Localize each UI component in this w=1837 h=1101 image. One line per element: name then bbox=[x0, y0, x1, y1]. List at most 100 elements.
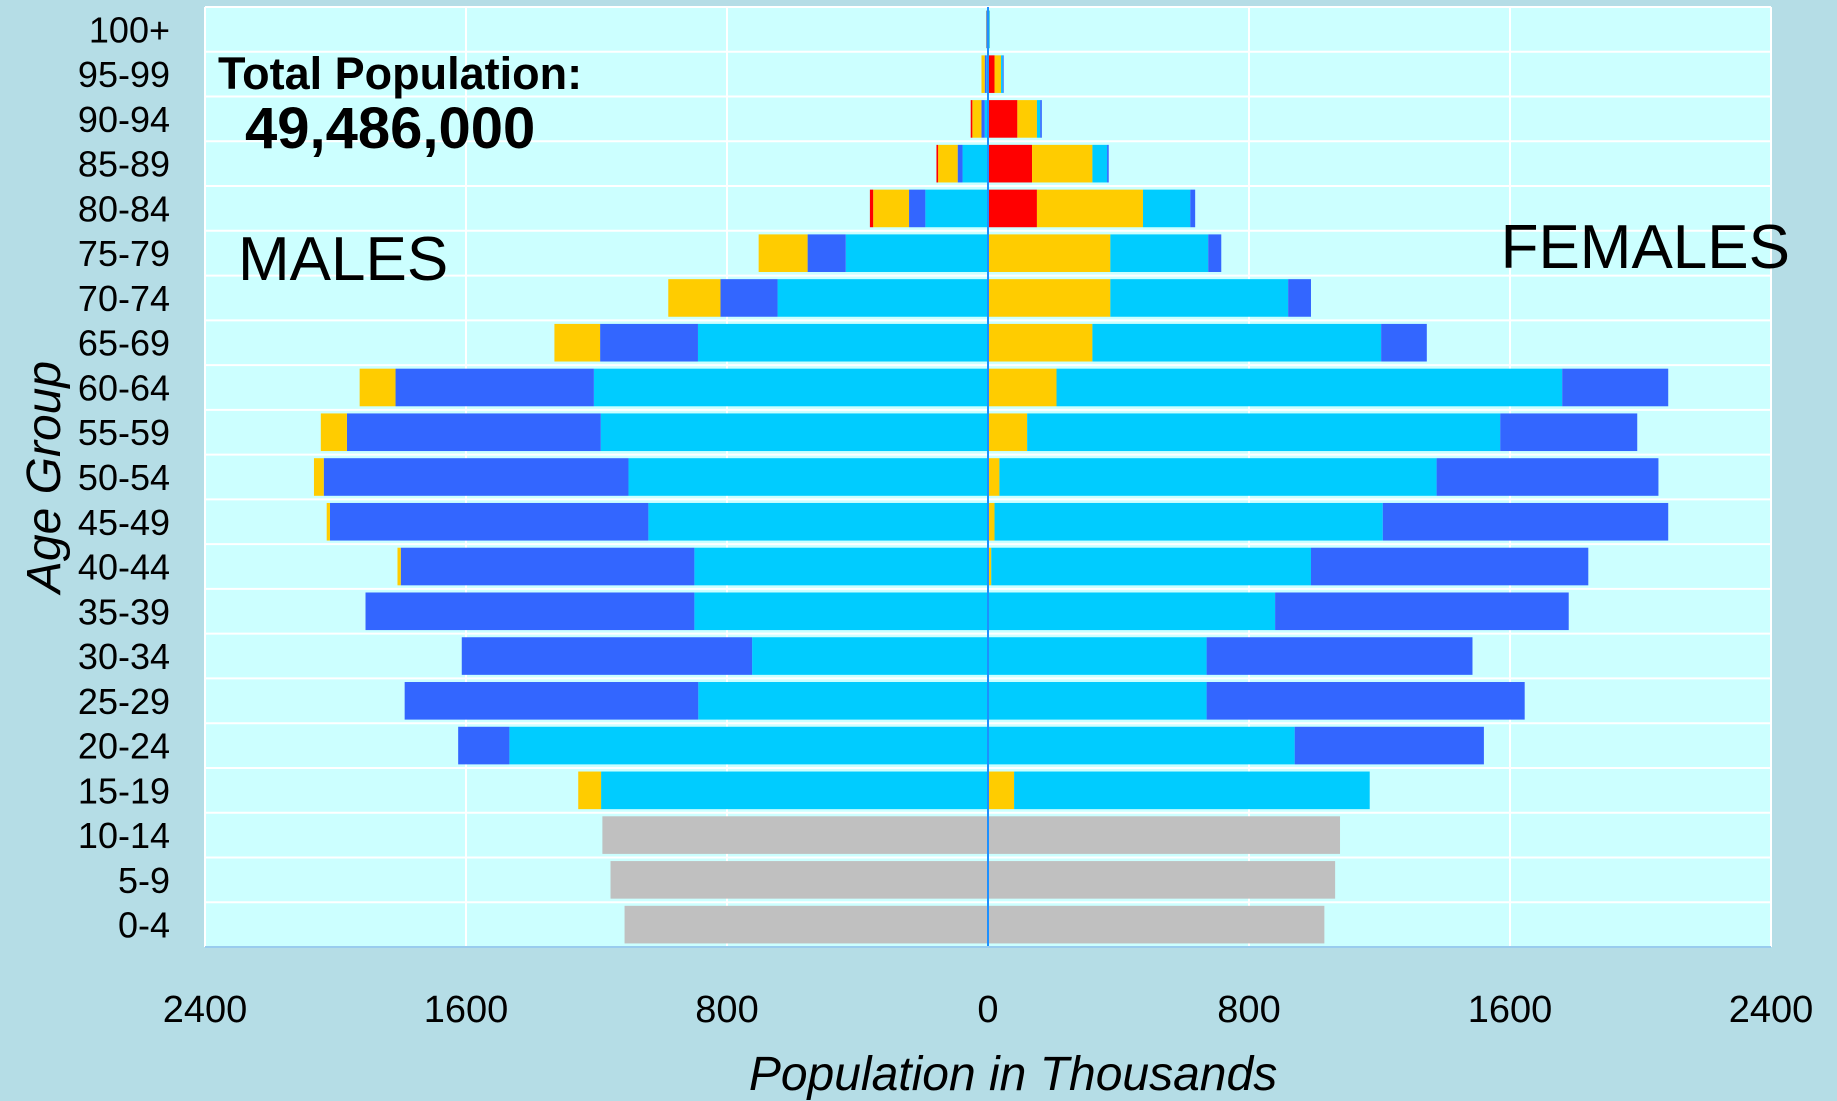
male-bar-30-34-seg-1 bbox=[752, 637, 988, 675]
male-bar-65-69-seg-3 bbox=[554, 323, 601, 362]
male-bar-80-84-seg-1 bbox=[925, 189, 988, 228]
female-bar-10-14-seg-0 bbox=[988, 816, 1341, 854]
y-tick-label-100+: 100+ bbox=[89, 9, 170, 50]
male-bar-70-74-seg-3 bbox=[668, 279, 721, 317]
male-bar-50-54-seg-2 bbox=[323, 458, 629, 496]
female-bar-50-54-seg-2 bbox=[988, 458, 1000, 496]
male-bar-80-84-seg-4 bbox=[869, 189, 874, 228]
male-bar-90-94-seg-4 bbox=[970, 100, 973, 138]
male-bar-85-89-seg-2 bbox=[957, 144, 963, 183]
x-tick-label-6: 2400 bbox=[1729, 989, 1814, 1031]
female-bar-40-44-seg-4 bbox=[1310, 547, 1589, 586]
y-tick-label-35-39: 35-39 bbox=[78, 591, 170, 632]
y-tick-label-10-14: 10-14 bbox=[78, 815, 170, 856]
male-bar-90-94-seg-2 bbox=[981, 100, 985, 138]
female-bar-45-49-seg-4 bbox=[1382, 502, 1669, 541]
male-bar-55-59-seg-3 bbox=[320, 413, 347, 452]
female-bar-25-29-seg-4 bbox=[1206, 682, 1525, 720]
female-bar-30-34-seg-3 bbox=[988, 637, 1207, 675]
bars bbox=[313, 10, 1669, 944]
y-tick-label-55-59: 55-59 bbox=[78, 412, 170, 453]
y-tick-label-65-69: 65-69 bbox=[78, 323, 170, 364]
y-tick-label-0-4: 0-4 bbox=[118, 905, 170, 946]
y-tick-label-75-79: 75-79 bbox=[78, 233, 170, 274]
male-bar-75-79-seg-2 bbox=[807, 234, 846, 272]
male-bar-60-64-seg-2 bbox=[395, 368, 594, 407]
female-bar-40-44-seg-3 bbox=[991, 547, 1311, 586]
female-bar-40-44-seg-2 bbox=[988, 547, 992, 586]
y-tick-label-85-89: 85-89 bbox=[78, 144, 170, 185]
male-bar-90-94-seg-3 bbox=[972, 100, 982, 138]
female-bar-55-59-seg-4 bbox=[1500, 413, 1638, 452]
female-bar-70-74-seg-4 bbox=[1288, 279, 1311, 317]
y-tick-label-60-64: 60-64 bbox=[78, 367, 170, 408]
female-bar-70-74-seg-3 bbox=[1110, 279, 1289, 317]
male-bar-40-44-seg-2 bbox=[400, 547, 695, 586]
female-bar-80-84-seg-2 bbox=[1036, 189, 1143, 228]
female-bar-85-89-seg-1 bbox=[988, 144, 1033, 183]
female-bar-65-69-seg-2 bbox=[988, 323, 1093, 362]
female-bar-25-29-seg-3 bbox=[988, 682, 1207, 720]
female-bar-75-79-seg-4 bbox=[1208, 234, 1222, 272]
y-tick-label-80-84: 80-84 bbox=[78, 188, 170, 229]
x-axis-title: Population in Thousands bbox=[749, 1048, 1277, 1101]
y-tick-label-30-34: 30-34 bbox=[78, 636, 170, 677]
x-tick-label-1: 1600 bbox=[424, 989, 509, 1031]
total-population-label: Total Population: bbox=[218, 48, 582, 99]
male-bar-65-69-seg-2 bbox=[600, 323, 698, 362]
x-tick-label-3: 0 bbox=[977, 989, 998, 1031]
female-bar-90-94-seg-4 bbox=[1040, 100, 1042, 138]
female-bar-65-69-seg-3 bbox=[1092, 323, 1382, 362]
y-tick-label-20-24: 20-24 bbox=[78, 726, 170, 767]
female-bar-95-99-seg-2 bbox=[994, 55, 1002, 93]
female-bar-80-84-seg-4 bbox=[1190, 189, 1196, 228]
male-bar-0-4-seg-0 bbox=[624, 905, 988, 944]
male-bar-40-44-seg-3 bbox=[397, 547, 401, 586]
female-bar-55-59-seg-3 bbox=[1027, 413, 1501, 452]
female-bar-60-64-seg-2 bbox=[988, 368, 1057, 407]
female-bar-30-34-seg-4 bbox=[1206, 637, 1473, 675]
male-bar-25-29-seg-2 bbox=[404, 682, 699, 720]
x-tick-label-2: 800 bbox=[695, 989, 758, 1031]
male-bar-60-64-seg-3 bbox=[359, 368, 396, 407]
y-tick-label-90-94: 90-94 bbox=[78, 99, 170, 140]
male-bar-80-84-seg-3 bbox=[873, 189, 910, 228]
y-tick-label-15-19: 15-19 bbox=[78, 770, 170, 811]
male-bar-50-54-seg-1 bbox=[628, 458, 988, 496]
male-bar-20-24-seg-2 bbox=[458, 726, 510, 765]
male-bar-45-49-seg-1 bbox=[648, 502, 988, 541]
female-bar-95-99-seg-3 bbox=[1001, 55, 1003, 93]
male-bar-85-89-seg-4 bbox=[936, 144, 939, 183]
male-bar-30-34-seg-2 bbox=[461, 637, 753, 675]
female-bar-75-79-seg-2 bbox=[988, 234, 1111, 272]
female-bar-90-94-seg-3 bbox=[1036, 100, 1041, 138]
male-bar-35-39-seg-2 bbox=[365, 592, 695, 631]
female-bar-50-54-seg-4 bbox=[1436, 458, 1659, 496]
y-tick-label-40-44: 40-44 bbox=[78, 547, 170, 588]
female-bar-95-99-seg-1 bbox=[988, 55, 995, 93]
female-bar-90-94-seg-1 bbox=[988, 100, 1018, 138]
female-bar-60-64-seg-4 bbox=[1562, 368, 1669, 407]
male-bar-15-19-seg-3 bbox=[578, 771, 602, 810]
male-bar-100+-seg-2 bbox=[986, 10, 988, 49]
x-tick-label-4: 800 bbox=[1217, 989, 1280, 1031]
male-bar-20-24-seg-1 bbox=[509, 726, 988, 765]
male-bar-60-64-seg-1 bbox=[593, 368, 988, 407]
female-bar-50-54-seg-3 bbox=[999, 458, 1437, 496]
male-bar-65-69-seg-1 bbox=[697, 323, 988, 362]
y-tick-label-70-74: 70-74 bbox=[78, 278, 170, 319]
y-axis-title: Age Group bbox=[18, 361, 71, 596]
y-tick-labels: 0-45-910-1415-1920-2425-2930-3435-3940-4… bbox=[78, 9, 170, 945]
male-bar-55-59-seg-2 bbox=[346, 413, 601, 452]
male-bar-15-19-seg-1 bbox=[601, 771, 988, 810]
y-tick-label-25-29: 25-29 bbox=[78, 681, 170, 722]
female-bar-60-64-seg-3 bbox=[1056, 368, 1563, 407]
male-bar-95-99-seg-3 bbox=[981, 55, 985, 93]
male-bar-5-9-seg-0 bbox=[610, 861, 988, 899]
female-bar-80-84-seg-1 bbox=[988, 189, 1037, 228]
female-bar-0-4-seg-0 bbox=[988, 905, 1325, 944]
y-tick-label-5-9: 5-9 bbox=[118, 860, 170, 901]
female-bar-45-49-seg-2 bbox=[988, 502, 995, 541]
male-bar-45-49-seg-3 bbox=[326, 502, 330, 541]
